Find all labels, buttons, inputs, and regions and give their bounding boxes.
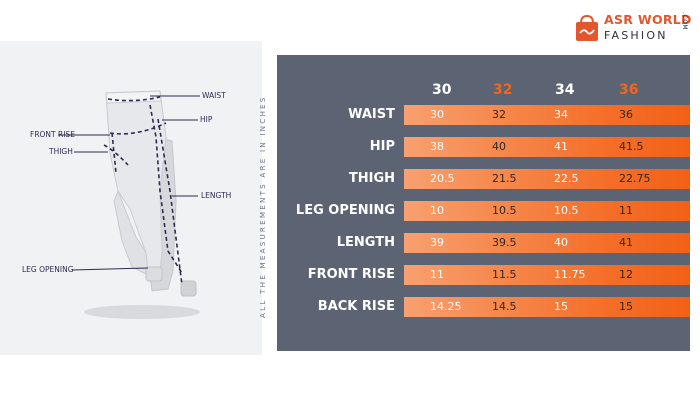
callout-length: LENGTH bbox=[201, 191, 232, 200]
row-value-bar: 39 39.5 40 41 bbox=[404, 233, 690, 253]
brand-logo[interactable]: ASR WORLD FASHION .COM bbox=[574, 10, 692, 46]
row-value-bar: 30 32 34 36 bbox=[404, 105, 690, 125]
size-header-36: 36 bbox=[619, 82, 639, 98]
table-row-back-rise: BACK RISE 14.25 14.5 15 15 bbox=[277, 297, 690, 317]
cell-size-32: 10.5 bbox=[492, 204, 517, 217]
row-label: HIP bbox=[369, 139, 395, 154]
cell-size-30: 38 bbox=[430, 140, 444, 153]
cell-size-36: 22.75 bbox=[619, 172, 651, 185]
cell-size-30: 11 bbox=[430, 268, 444, 281]
cell-size-36: 36 bbox=[619, 108, 633, 121]
cell-size-32: 21.5 bbox=[492, 172, 517, 185]
size-header-32: 32 bbox=[493, 82, 513, 98]
cell-size-30: 10 bbox=[430, 204, 444, 217]
cell-size-30: 30 bbox=[430, 108, 444, 121]
cell-size-34: 41 bbox=[554, 140, 568, 153]
cell-size-30: 20.5 bbox=[430, 172, 455, 185]
brand-name-line2: FASHION bbox=[604, 29, 668, 42]
table-row-front-rise: FRONT RISE 11 11.5 11.75 12 bbox=[277, 265, 690, 285]
cell-size-32: 32 bbox=[492, 108, 506, 121]
size-header-30: 30 bbox=[432, 82, 452, 98]
cell-size-36: 12 bbox=[619, 268, 633, 281]
cell-size-32: 11.5 bbox=[492, 268, 517, 281]
row-label: LEG OPENING bbox=[295, 203, 395, 218]
cell-size-32: 39.5 bbox=[492, 236, 517, 249]
table-row-waist: WAIST 30 32 34 36 bbox=[277, 105, 690, 125]
row-label: BACK RISE bbox=[317, 299, 395, 314]
table-row-length: LENGTH 39 39.5 40 41 bbox=[277, 233, 690, 253]
brand-suffix: .COM bbox=[681, 12, 688, 30]
cell-size-34: 40 bbox=[554, 236, 568, 249]
shopping-bag-icon bbox=[576, 14, 598, 41]
jogger-pants-illustration bbox=[58, 90, 200, 319]
row-label: WAIST bbox=[348, 107, 395, 122]
table-row-hip: HIP 38 40 41 41.5 bbox=[277, 137, 690, 157]
cell-size-32: 14.5 bbox=[492, 300, 517, 313]
row-value-bar: 38 40 41 41.5 bbox=[404, 137, 690, 157]
size-header-34: 34 bbox=[555, 82, 575, 98]
cell-size-34: 22.5 bbox=[554, 172, 579, 185]
callout-leg-opening: LEG OPENING bbox=[22, 265, 74, 274]
cell-size-30: 39 bbox=[430, 236, 444, 249]
size-chart-table: 30 32 34 36 WAIST 30 32 34 36 HIP 38 40 … bbox=[277, 55, 690, 351]
row-value-bar: 11 11.5 11.75 12 bbox=[404, 265, 690, 285]
units-note: ALL THE MEASUREMENTS ARE IN INCHES bbox=[258, 95, 267, 319]
cell-size-34: 11.75 bbox=[554, 268, 586, 281]
cell-size-36: 41.5 bbox=[619, 140, 644, 153]
measurement-diagram: WAIST HIP FRONT RISE THIGH LENGTH LEG OP… bbox=[0, 41, 262, 355]
row-label: LENGTH bbox=[336, 235, 395, 250]
callout-front-rise: FRONT RISE bbox=[30, 130, 75, 139]
row-value-bar: 20.5 21.5 22.5 22.75 bbox=[404, 169, 690, 189]
table-row-thigh: THIGH 20.5 21.5 22.5 22.75 bbox=[277, 169, 690, 189]
cell-size-34: 34 bbox=[554, 108, 568, 121]
row-value-bar: 14.25 14.5 15 15 bbox=[404, 297, 690, 317]
row-label: FRONT RISE bbox=[307, 267, 395, 282]
cell-size-36: 11 bbox=[619, 204, 633, 217]
cell-size-36: 41 bbox=[619, 236, 633, 249]
callout-hip: HIP bbox=[200, 115, 213, 124]
cell-size-30: 14.25 bbox=[430, 300, 462, 313]
brand-name-line1: ASR WORLD bbox=[604, 12, 692, 27]
cell-size-36: 15 bbox=[619, 300, 633, 313]
table-row-leg-opening: LEG OPENING 10 10.5 10.5 11 bbox=[277, 201, 690, 221]
cell-size-34: 15 bbox=[554, 300, 568, 313]
cell-size-32: 40 bbox=[492, 140, 506, 153]
cell-size-34: 10.5 bbox=[554, 204, 579, 217]
callout-thigh: THIGH bbox=[49, 147, 73, 156]
row-label: THIGH bbox=[348, 171, 395, 186]
callout-waist: WAIST bbox=[202, 91, 226, 100]
row-value-bar: 10 10.5 10.5 11 bbox=[404, 201, 690, 221]
